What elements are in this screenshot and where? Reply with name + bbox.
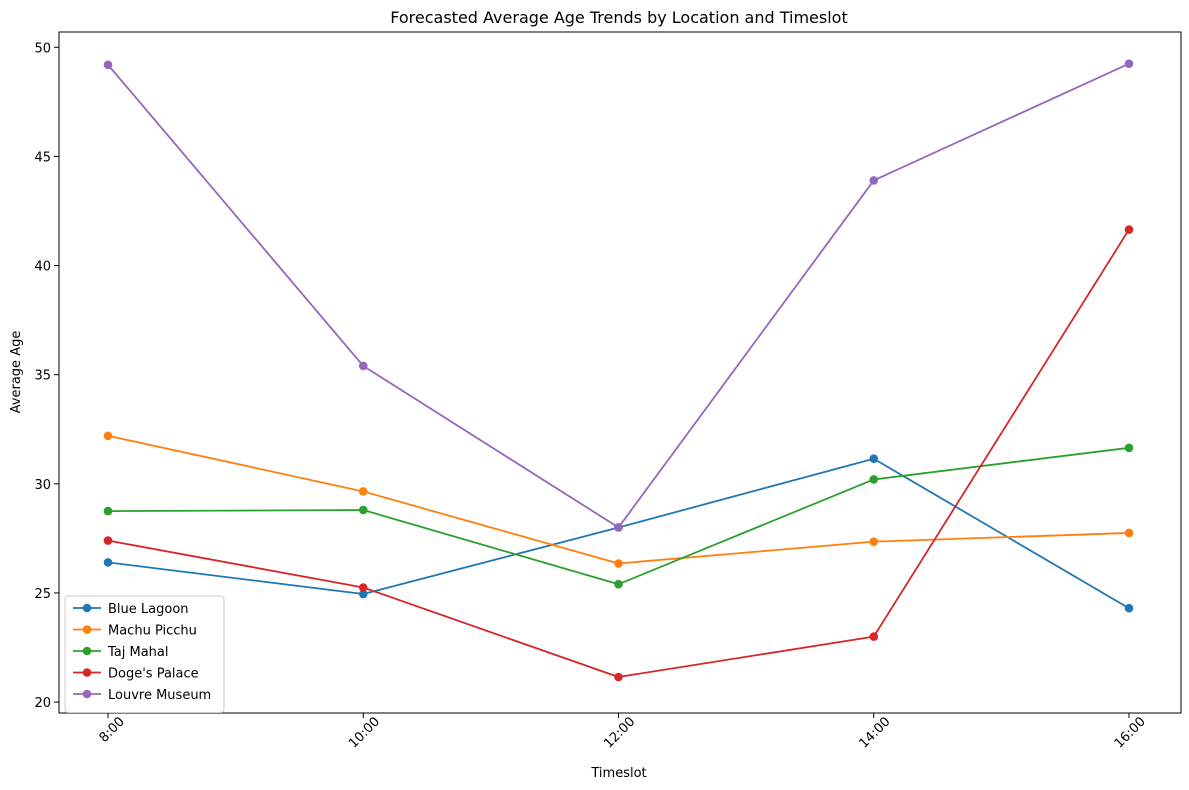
data-point: [614, 579, 623, 589]
y-tick-label: 20: [34, 696, 51, 711]
x-tick-label: 8:00: [97, 714, 128, 745]
data-point: [358, 583, 368, 592]
data-point: [103, 431, 113, 441]
series-layer: [103, 59, 1134, 682]
axes-frame: [58, 31, 1182, 714]
series-4: [103, 59, 1134, 532]
data-point: [869, 176, 879, 185]
series-2: [103, 443, 1134, 589]
legend-label: Doge's Palace: [108, 667, 199, 682]
data-point: [1124, 225, 1134, 234]
legend-entry: Taj Mahal: [73, 645, 169, 660]
data-point: [103, 536, 113, 545]
data-point: [869, 537, 879, 546]
data-point: [1124, 603, 1134, 613]
legend-marker: [82, 646, 92, 656]
x-tick-label: 10:00: [346, 714, 383, 751]
data-point: [1124, 528, 1134, 538]
data-point: [103, 60, 113, 70]
data-point: [614, 672, 623, 682]
legend-marker: [82, 625, 92, 634]
legend-entry: Machu Picchu: [73, 624, 197, 639]
y-tick-label: 35: [34, 369, 51, 384]
y-axis-label: Average Age: [9, 331, 24, 414]
data-point: [358, 487, 368, 496]
y-tick-label: 45: [34, 150, 51, 165]
plot-background: [59, 32, 1181, 713]
legend-marker: [82, 689, 92, 699]
series-1: [103, 431, 1134, 568]
legend-label: Louvre Museum: [108, 688, 211, 703]
x-tick-label: 16:00: [1112, 714, 1149, 751]
legend: Blue Lagoon Machu Picchu Taj Mahal Doge's P…: [64, 595, 225, 713]
x-tick-label: 12:00: [601, 714, 638, 751]
legend-marker: [82, 668, 92, 677]
data-point: [614, 523, 623, 532]
data-point: [103, 506, 113, 516]
legend-label: Machu Picchu: [108, 624, 197, 639]
data-point: [358, 589, 368, 599]
data-point: [614, 559, 623, 568]
data-point: [869, 454, 879, 464]
x-axis-label: Timeslot: [590, 766, 646, 781]
data-point: [358, 505, 368, 515]
series-3: [103, 225, 1134, 682]
legend-entry: Blue Lagoon: [73, 602, 189, 617]
legend-marker: [82, 603, 92, 613]
data-point: [103, 558, 113, 567]
data-point: [869, 475, 879, 484]
plot-area: [59, 32, 1181, 713]
data-point: [1124, 59, 1134, 68]
data-point: [1124, 443, 1134, 453]
legend-entry: Louvre Museum: [73, 688, 211, 703]
legend-box: [64, 595, 225, 713]
y-tick-label: 30: [34, 478, 51, 493]
data-point: [358, 361, 368, 371]
y-tick-label: 40: [34, 260, 51, 275]
y-tick-label: 50: [34, 41, 51, 56]
data-point: [869, 632, 879, 641]
x-tick-label: 14:00: [856, 714, 893, 751]
legend-entry: Doge's Palace: [73, 667, 199, 682]
y-tick-label: 25: [34, 587, 51, 602]
chart-title: Forecasted Average Age Trends by Locatio…: [390, 8, 847, 27]
legend-label: Taj Mahal: [107, 645, 169, 660]
legend-label: Blue Lagoon: [108, 602, 189, 617]
